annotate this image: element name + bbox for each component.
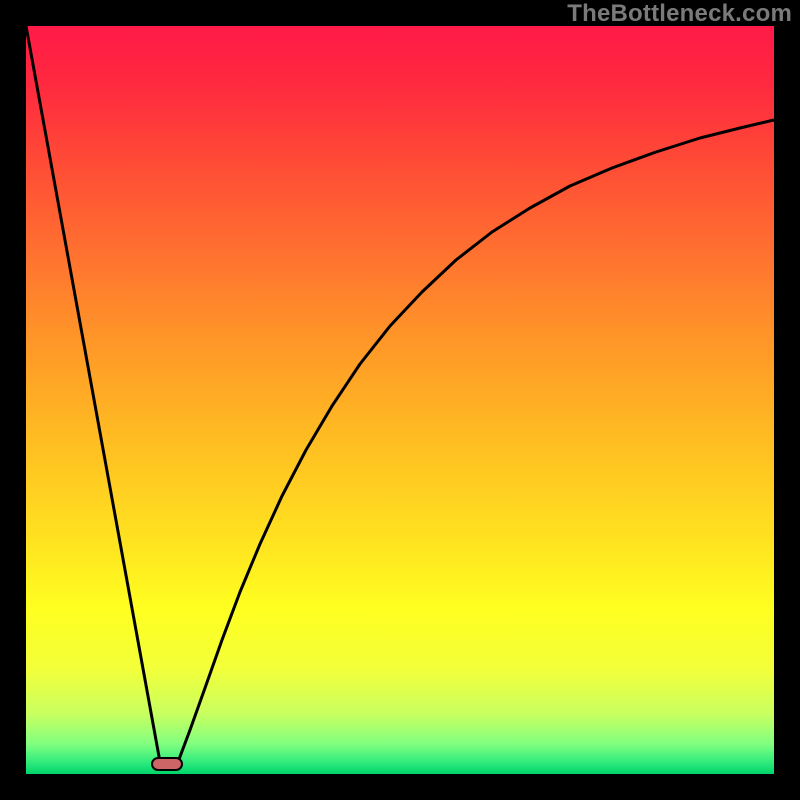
dip-marker: [152, 758, 182, 770]
chart-svg: [0, 0, 800, 800]
gradient-background: [26, 26, 774, 774]
watermark-text: TheBottleneck.com: [567, 0, 792, 28]
chart-container: TheBottleneck.com: [0, 0, 800, 800]
